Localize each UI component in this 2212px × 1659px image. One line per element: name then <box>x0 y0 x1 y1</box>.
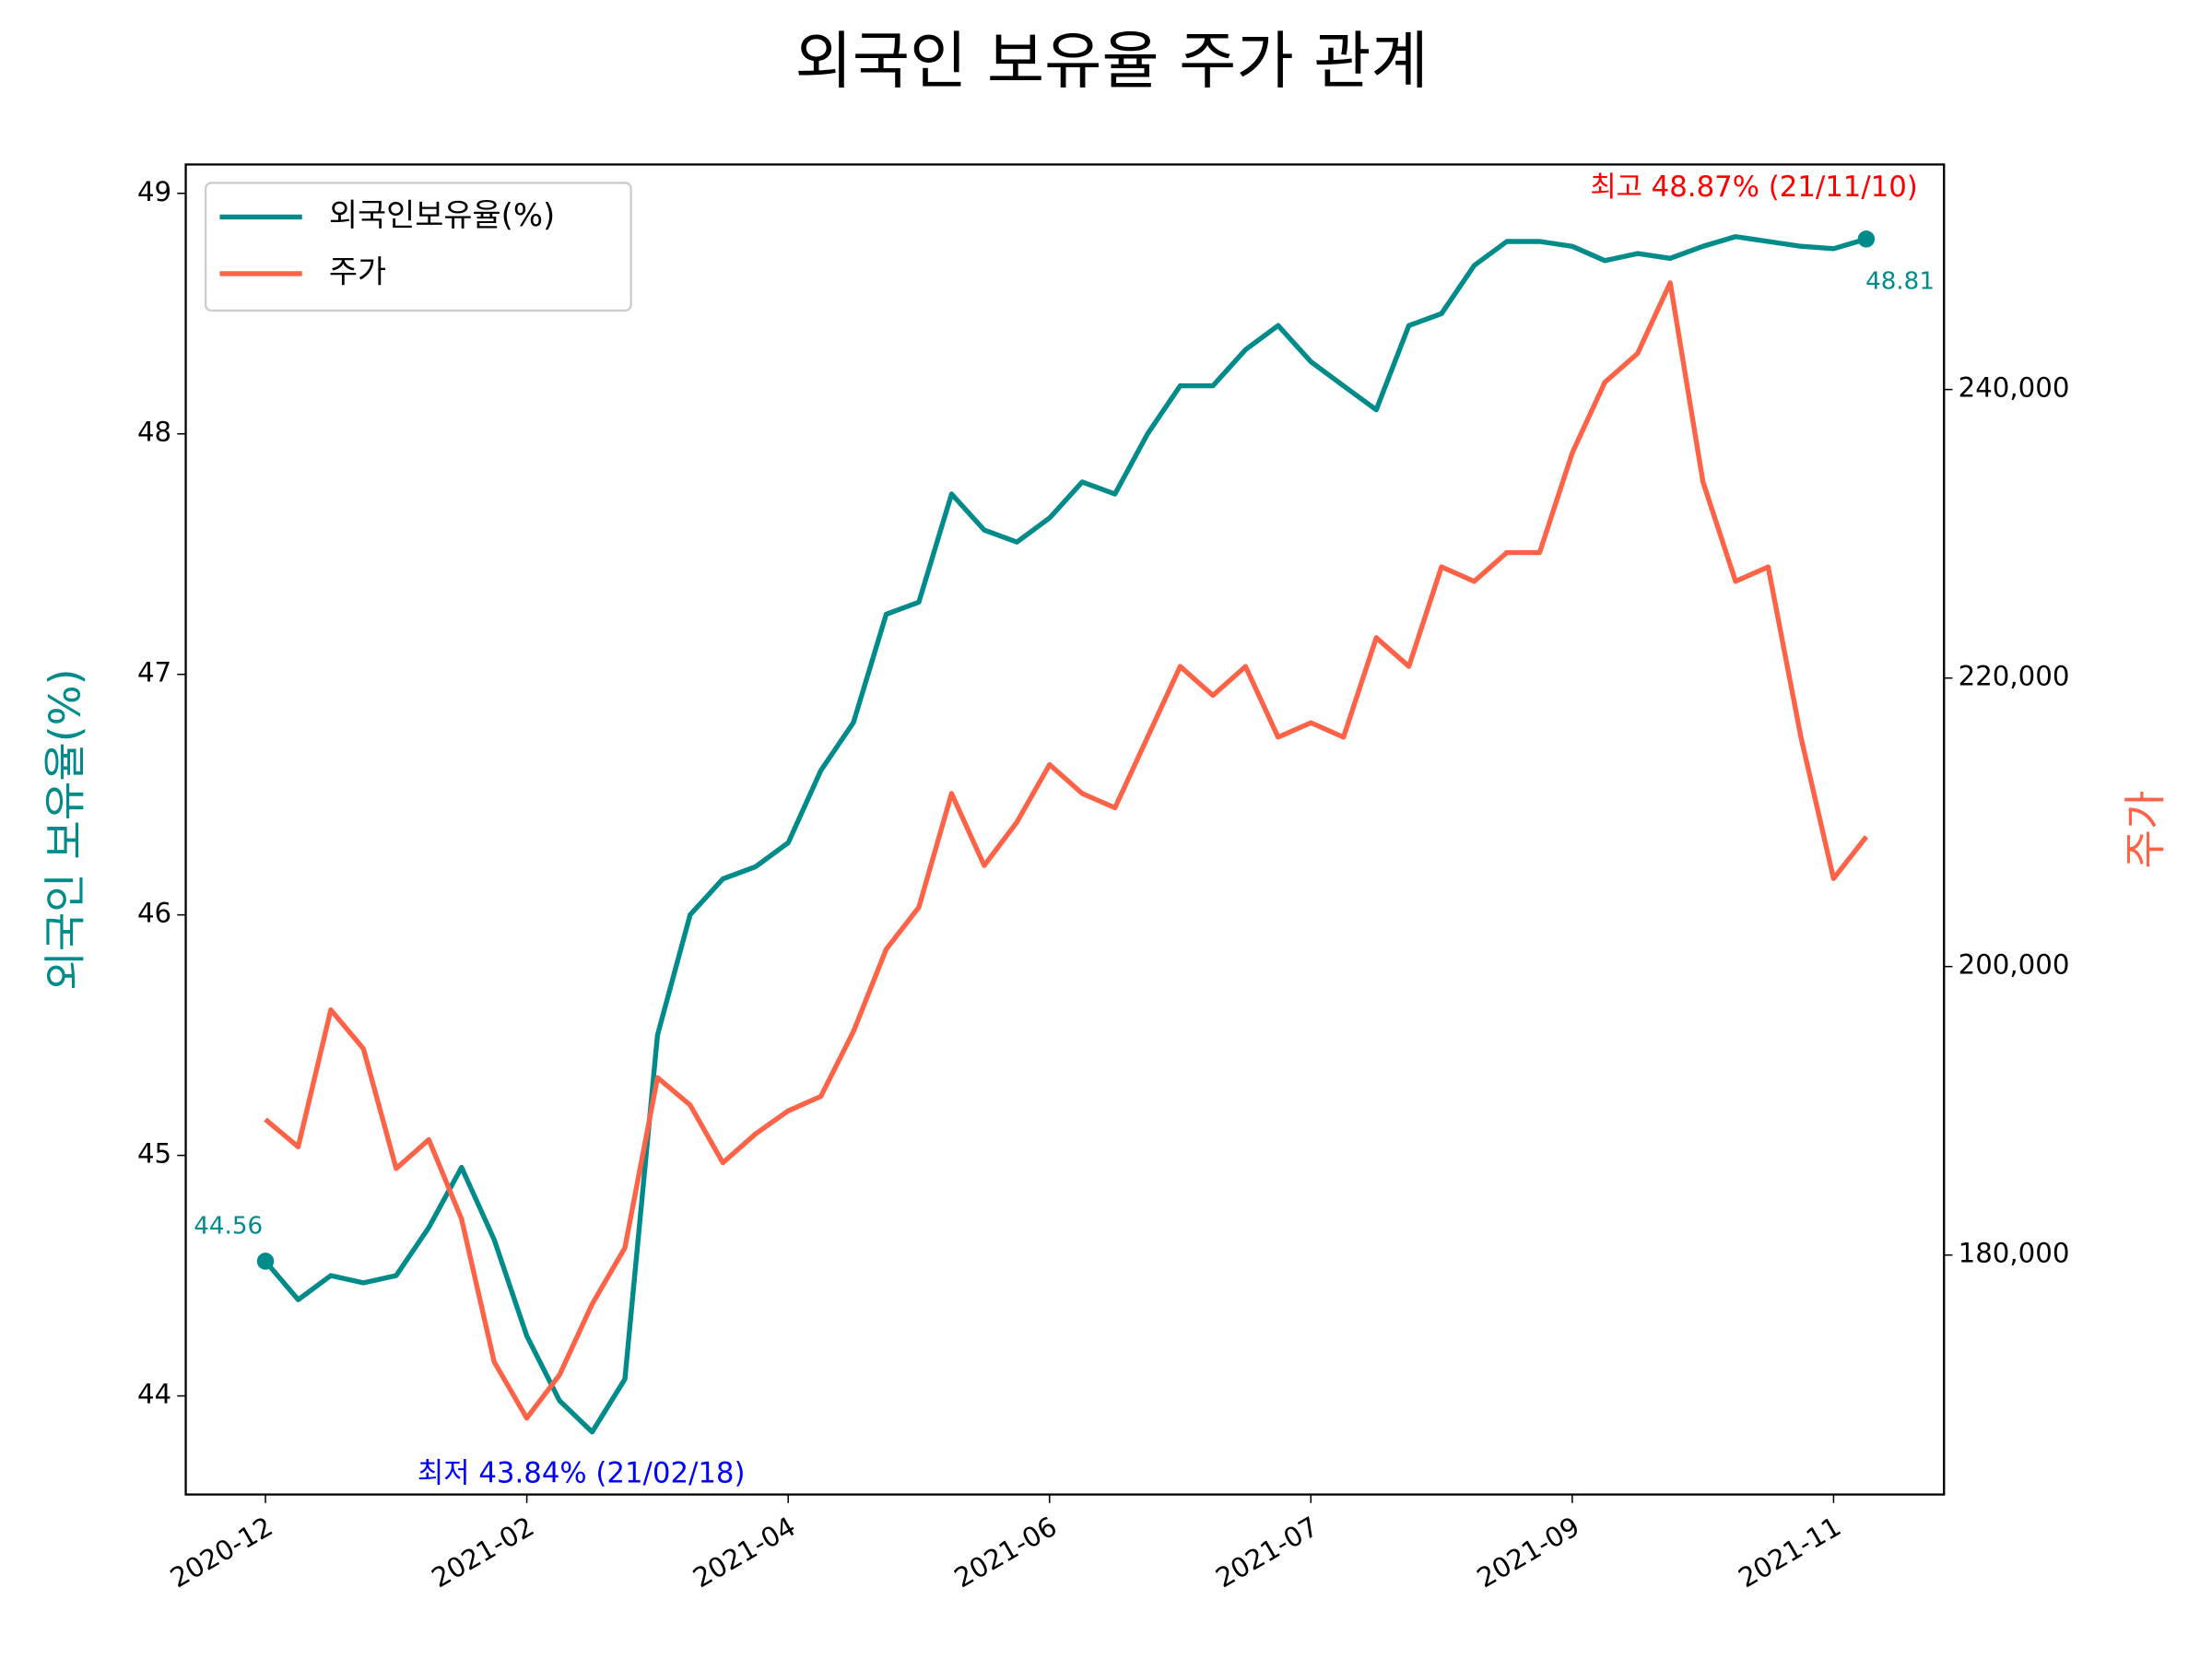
legend: 외국인보유율(%) 주가 <box>204 182 632 312</box>
plot-frame <box>184 163 1946 1496</box>
legend-frame <box>204 182 632 312</box>
x-tick-label: 2021-04 <box>688 1511 801 1594</box>
y-tick-label: 48 <box>137 417 171 448</box>
y2-axis-label: 주가 <box>2120 791 2170 869</box>
y-tick-label: 45 <box>137 1138 171 1170</box>
x-tick-label: 2020-12 <box>165 1511 278 1594</box>
y-tick-label: 47 <box>137 657 171 688</box>
y2-tick-label: 220,000 <box>1959 661 2070 692</box>
line-series <box>264 280 1869 1421</box>
chart-title: 외국인 보유율 주가 관계 <box>795 24 1429 97</box>
y-tick-label: 44 <box>137 1379 171 1410</box>
y2-tick-label: 240,000 <box>1959 372 2070 404</box>
x-tick-label: 2021-09 <box>1472 1511 1585 1594</box>
y2-tick-label: 200,000 <box>1959 949 2070 981</box>
y-tick-label: 46 <box>137 898 171 929</box>
y-tick-label: 49 <box>137 176 171 207</box>
end-marker <box>1857 230 1876 248</box>
annotation: 48.81 <box>1865 268 1935 296</box>
legend-label: 주가 <box>329 253 386 289</box>
y2-tick-label: 180,000 <box>1959 1238 2070 1269</box>
x-tick-label: 2021-06 <box>949 1511 1063 1594</box>
line-series <box>263 234 1867 1435</box>
annotation: 44.56 <box>194 1212 263 1240</box>
end-marker <box>256 1253 275 1270</box>
annotation: 최고 48.87% (21/11/10) <box>1590 171 1917 204</box>
legend-label: 외국인보유율(%) <box>329 197 555 233</box>
x-tick-label: 2021-07 <box>1210 1511 1324 1594</box>
x-tick-label: 2021-11 <box>1733 1511 1846 1594</box>
annotation: 최저 43.84% (21/02/18) <box>418 1456 745 1489</box>
y-axis-label: 외국인 보유율(%) <box>40 668 89 990</box>
x-tick-label: 2021-02 <box>427 1511 540 1594</box>
